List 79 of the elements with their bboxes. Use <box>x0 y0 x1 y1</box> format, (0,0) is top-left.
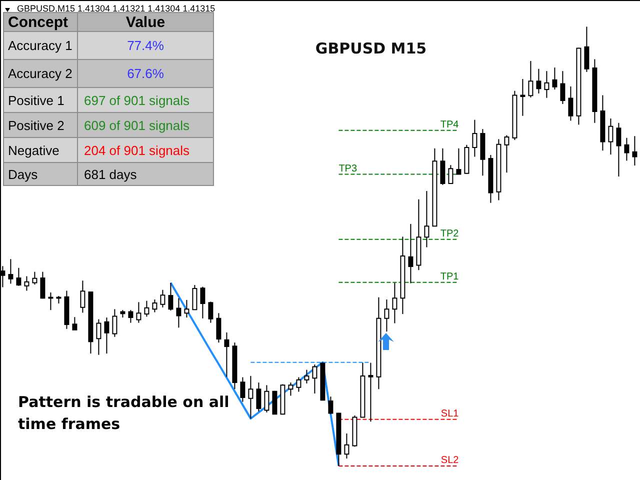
candlestick <box>368 362 374 422</box>
candlestick <box>456 148 462 175</box>
candlestick <box>160 289 166 308</box>
candlestick <box>472 119 478 158</box>
text: GBPUSD M15 <box>315 40 427 58</box>
annotation: 67.6% <box>78 60 214 88</box>
candlestick <box>200 286 206 319</box>
annotation: 77.4% <box>78 32 214 60</box>
candlestick <box>520 78 526 116</box>
candlestick <box>72 316 78 330</box>
candlestick <box>264 384 270 413</box>
candlestick <box>112 308 118 338</box>
candlestick <box>96 318 102 356</box>
candlestick <box>344 432 350 460</box>
candlestick <box>528 60 534 98</box>
candlestick <box>240 376 246 402</box>
candlestick <box>384 299 390 332</box>
annotation: Positive 2 <box>4 112 78 138</box>
candlestick <box>616 122 622 177</box>
candlestick <box>328 396 334 415</box>
candlestick <box>440 148 446 186</box>
annotation: 609 of 901 signals <box>78 112 214 138</box>
annotation: Accuracy 1 <box>4 32 78 60</box>
series-label: SL2 <box>440 455 460 466</box>
annotation: Accuracy 2 <box>4 60 78 88</box>
candlestick <box>176 298 182 328</box>
candlestick <box>552 67 558 90</box>
candlestick <box>504 134 510 174</box>
candlestick <box>408 223 414 284</box>
candlestick <box>184 299 190 318</box>
text: GBPUSD,M15 1.41304 1.41321 1.41304 1.41315 <box>17 4 216 14</box>
series-label: TP1 <box>440 271 460 282</box>
candlestick <box>424 190 430 248</box>
candlestick <box>224 332 230 378</box>
candlestick <box>568 86 574 122</box>
candlestick <box>192 284 198 311</box>
candlestick <box>256 382 262 412</box>
candlestick <box>152 299 158 313</box>
candlestick <box>312 364 318 394</box>
annotation: Negative <box>4 138 78 162</box>
candlestick <box>560 70 566 105</box>
candlestick <box>584 26 590 72</box>
candlestick <box>216 312 222 344</box>
candlestick <box>16 267 22 286</box>
series-label: TP3 <box>338 163 358 174</box>
candlestick <box>608 118 614 156</box>
annotation: 204 of 901 signals <box>78 138 214 162</box>
annotation: Positive 1 <box>4 88 78 112</box>
candlestick <box>304 369 310 384</box>
series-label: SL1 <box>440 408 460 420</box>
candlestick <box>448 164 454 184</box>
candlestick <box>392 282 398 324</box>
candlestick <box>248 375 254 420</box>
candlestick <box>8 258 14 284</box>
series-label: TP4 <box>440 119 460 130</box>
candlestick <box>544 70 550 98</box>
candlestick <box>536 68 542 94</box>
candlestick <box>632 136 638 166</box>
annotation: 681 days <box>78 162 214 186</box>
candlestick <box>144 300 150 318</box>
candlestick <box>272 390 278 415</box>
annotation: Value <box>78 12 214 32</box>
candlestick <box>32 271 38 286</box>
annotation: 697 of 901 signals <box>78 88 214 112</box>
candlestick <box>104 317 110 354</box>
candlestick <box>624 137 630 162</box>
candlestick <box>128 310 134 324</box>
annotation: Days <box>4 162 78 186</box>
candlestick <box>296 376 302 392</box>
candlestick <box>40 271 46 300</box>
candlestick <box>24 276 30 292</box>
series-label: TP2 <box>440 228 460 240</box>
candlestick <box>136 302 142 324</box>
annotation: Concept <box>4 12 78 32</box>
candlestick <box>168 282 174 311</box>
candlestick <box>288 382 294 396</box>
annotation: Pattern is tradable on all time frames <box>18 393 230 433</box>
candlestick <box>80 280 86 314</box>
candlestick <box>208 301 214 324</box>
